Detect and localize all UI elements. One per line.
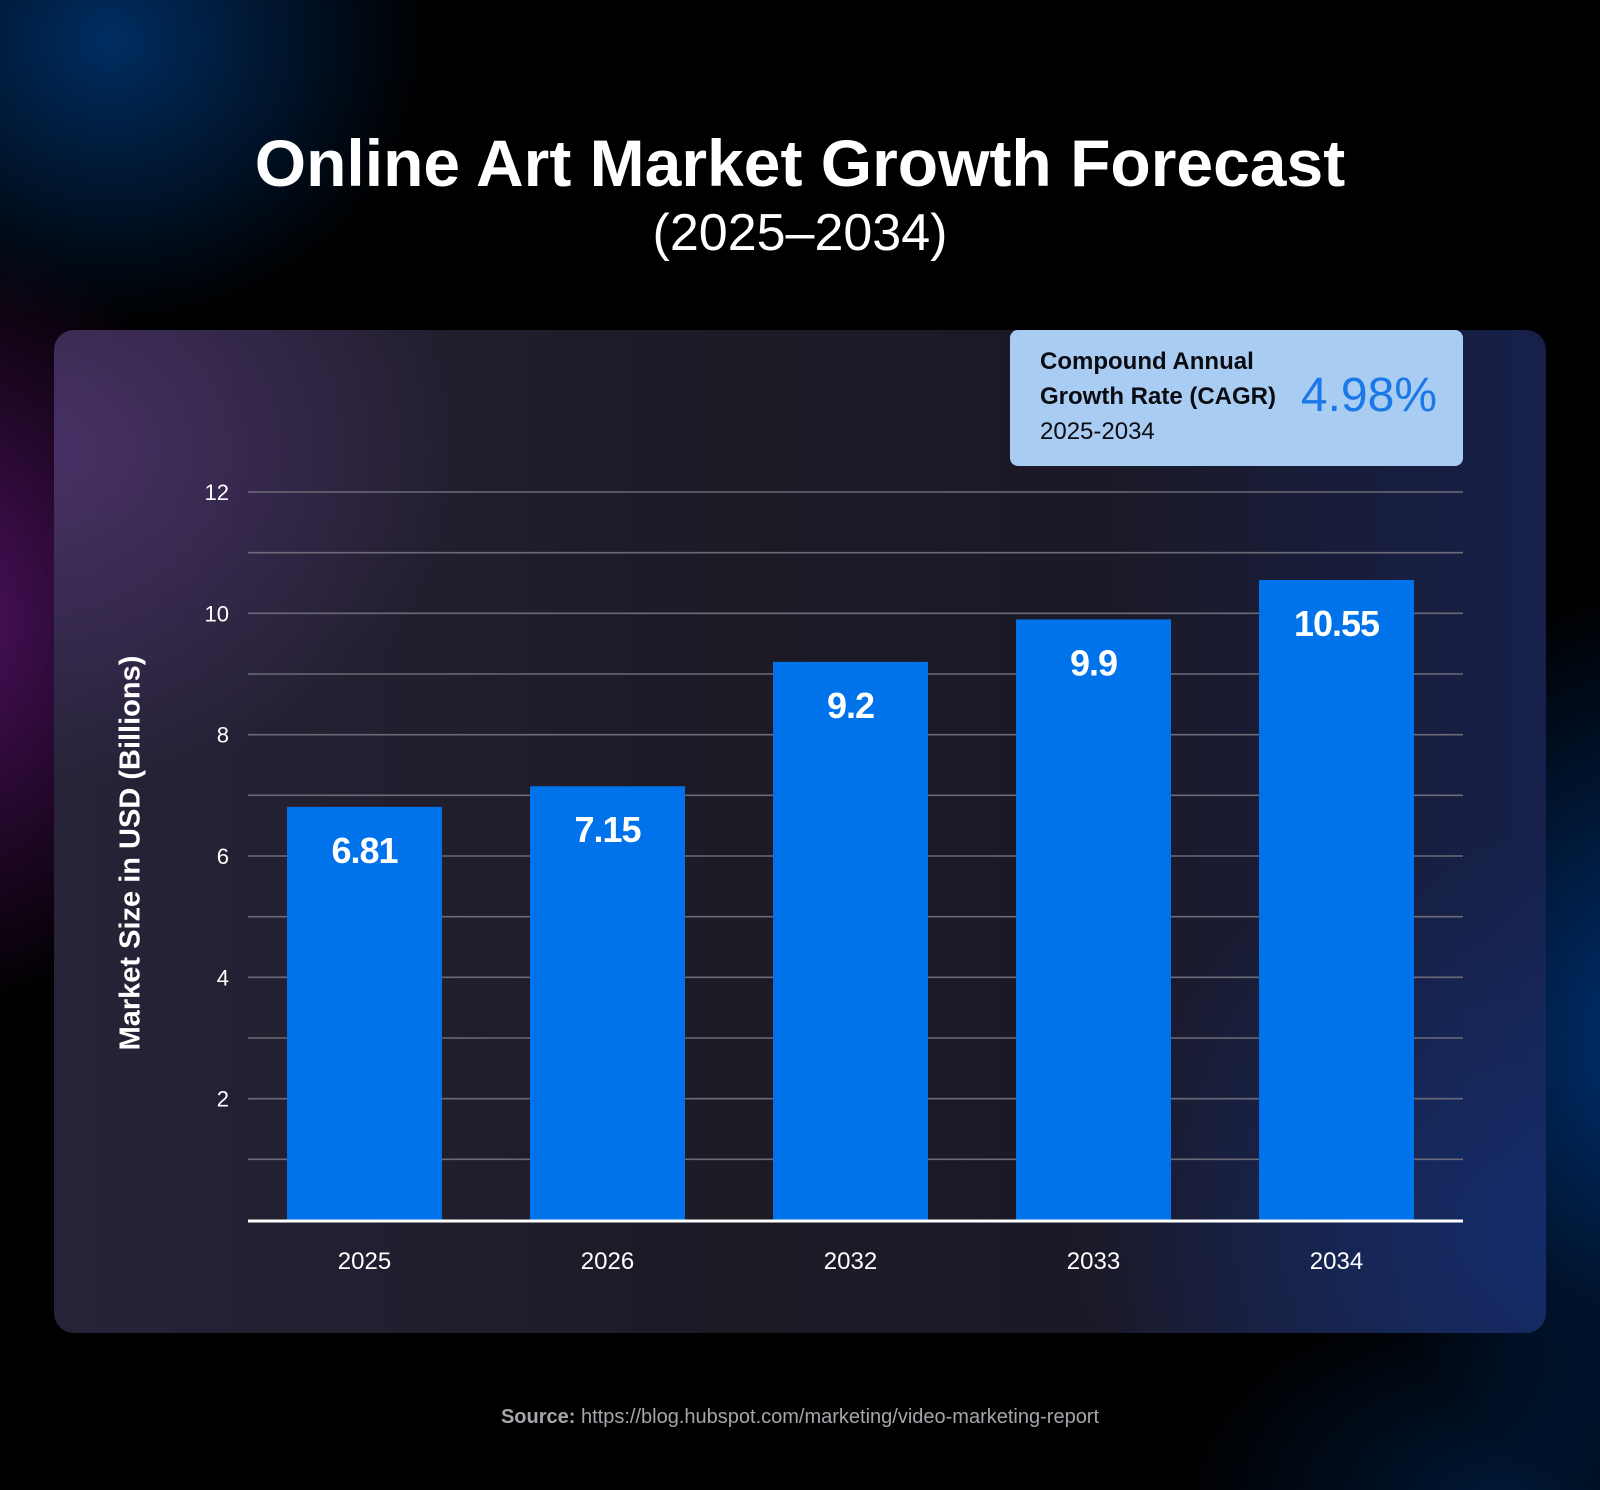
bar-2032 xyxy=(773,661,928,1220)
x-tick-label: 2032 xyxy=(824,1248,877,1275)
y-axis-label: Market Size in USD (Billions) xyxy=(114,655,147,1051)
source-url: https://blog.hubspot.com/marketing/video… xyxy=(581,1406,1100,1428)
y-tick-label: 6 xyxy=(217,844,229,869)
cagr-period: 2025-2034 xyxy=(1040,418,1155,445)
bar-2033 xyxy=(1016,619,1171,1220)
source-note: Source: https://blog.hubspot.com/marketi… xyxy=(0,1406,1600,1429)
cagr-title-line2: Growth Rate (CAGR) xyxy=(1040,383,1276,410)
cagr-value: 4.98% xyxy=(1300,369,1437,422)
chart-title: Online Art Market Growth Forecast xyxy=(254,126,1346,200)
cagr-box: Compound Annual Growth Rate (CAGR) 2025-… xyxy=(1010,330,1463,466)
bar-value-label: 9.2 xyxy=(827,685,874,726)
y-tick-label: 10 xyxy=(205,601,229,626)
x-tick-label: 2033 xyxy=(1067,1248,1120,1275)
bar-2025 xyxy=(287,806,442,1220)
y-tick-label: 4 xyxy=(217,965,229,990)
bar-value-label: 9.9 xyxy=(1070,642,1117,683)
bar-value-label: 7.15 xyxy=(574,809,641,850)
x-tick-label: 2026 xyxy=(581,1248,634,1275)
x-tick-label: 2025 xyxy=(338,1248,391,1275)
y-tick-label: 12 xyxy=(205,480,229,505)
chart-subtitle: (2025–2034) xyxy=(652,204,948,262)
source-label: Source: xyxy=(500,1406,576,1428)
bar-value-label: 10.55 xyxy=(1294,603,1380,644)
bar-value-label: 6.81 xyxy=(331,830,398,871)
y-tick-label: 8 xyxy=(217,723,229,748)
y-tick-label: 2 xyxy=(217,1087,229,1112)
bar-2026 xyxy=(530,786,685,1220)
x-tick-label: 2034 xyxy=(1310,1248,1363,1275)
bar-2034 xyxy=(1259,579,1414,1220)
cagr-title-line1: Compound Annual xyxy=(1040,348,1254,375)
